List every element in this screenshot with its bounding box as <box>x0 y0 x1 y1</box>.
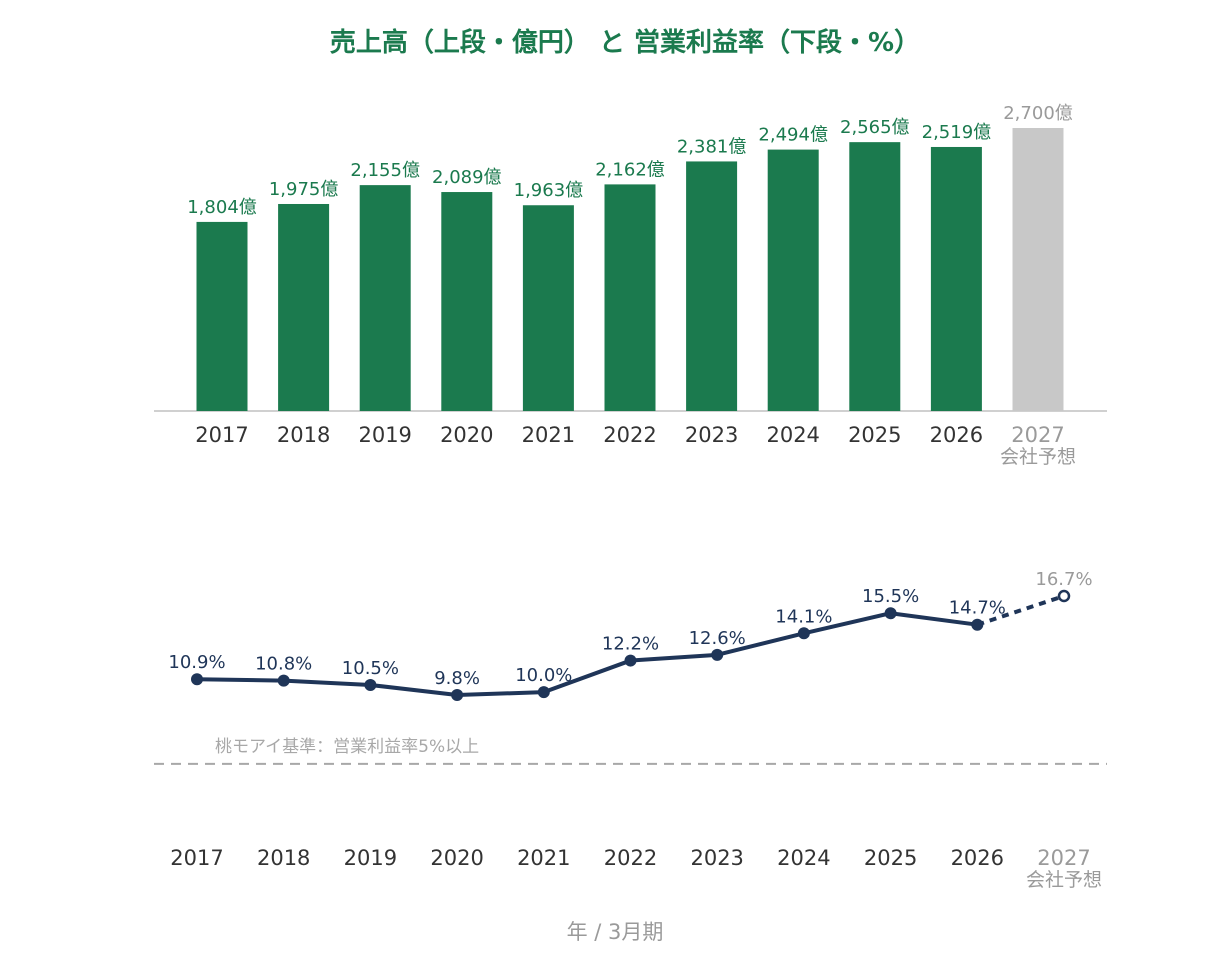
line-tick-2023: 2023 <box>690 846 743 870</box>
margin-point-2025 <box>884 607 897 620</box>
margin-label-2022: 12.2% <box>602 634 659 655</box>
chart-title: 売上高（上段・億円） と 営業利益率（下段・%） <box>330 27 920 58</box>
margin-label-2027: 16.7% <box>1035 569 1092 590</box>
margin-label-2025: 15.5% <box>862 586 919 607</box>
revenue-bar-2021 <box>522 205 574 411</box>
revenue-bar-2017 <box>196 221 248 411</box>
bar-tick-2022: 2022 <box>603 423 656 447</box>
line-tick-2027: 2027 <box>1037 846 1090 870</box>
revenue-label-2017: 1,804億 <box>187 197 257 218</box>
revenue-bar-2019 <box>359 185 411 411</box>
margin-label-2017: 10.9% <box>168 652 225 673</box>
margin-label-2023: 12.6% <box>689 628 746 649</box>
x-axis-title: 年 / 3月期 <box>567 920 664 944</box>
revenue-bar-2023 <box>686 161 738 411</box>
bar-tick-2020: 2020 <box>440 423 493 447</box>
margin-point-2024 <box>797 627 810 640</box>
bar-tick-2024: 2024 <box>766 423 819 447</box>
revenue-bar-2020 <box>441 192 493 411</box>
revenue-bar-2026 <box>930 146 982 411</box>
line-tick-2024: 2024 <box>777 846 830 870</box>
line-tick-2026: 2026 <box>951 846 1004 870</box>
margin-point-2018 <box>277 674 290 687</box>
margin-point-2021 <box>537 686 550 699</box>
bar-tick-2021: 2021 <box>522 423 575 447</box>
revenue-label-2023: 2,381億 <box>677 136 747 157</box>
bar-tick-2025: 2025 <box>848 423 901 447</box>
margin-label-2021: 10.0% <box>515 665 572 686</box>
margin-point-2023 <box>711 648 724 661</box>
margin-point-2019 <box>364 678 377 691</box>
line-tick-2022: 2022 <box>604 846 657 870</box>
bar-tick-2026: 2026 <box>930 423 983 447</box>
line-tick-2018: 2018 <box>257 846 310 870</box>
line-tick-2021: 2021 <box>517 846 570 870</box>
revenue-label-2018: 1,975億 <box>269 179 339 200</box>
revenue-label-2027: 2,700億 <box>1003 103 1073 124</box>
revenue-label-2019: 2,155億 <box>350 160 420 181</box>
margin-point-2026 <box>971 618 984 631</box>
bar-forecast-sublabel: 会社予想 <box>1000 446 1076 468</box>
revenue-bar-2025 <box>849 142 901 411</box>
line-tick-2020: 2020 <box>430 846 483 870</box>
line-forecast-sublabel: 会社予想 <box>1026 869 1102 891</box>
margin-point-2017 <box>191 673 203 686</box>
revenue-bar-panel: 1,804億 2017 1,975億 2018 2,155億 2019 2,089億 2020… <box>154 103 1107 468</box>
bar-tick-2017: 2017 <box>195 423 248 447</box>
margin-label-2026: 14.7% <box>949 598 1006 619</box>
revenue-bar-2022 <box>604 184 656 411</box>
margin-label-2024: 14.1% <box>775 606 832 627</box>
revenue-bar-2024 <box>767 149 819 411</box>
revenue-label-2020: 2,089億 <box>432 167 502 188</box>
margin-label-2019: 10.5% <box>342 658 399 679</box>
revenue-label-2026: 2,519億 <box>922 122 992 143</box>
margin-label-2020: 9.8% <box>434 668 480 689</box>
margin-point-2027 <box>1057 589 1071 603</box>
revenue-bar-2027 <box>1012 128 1064 411</box>
line-tick-2025: 2025 <box>864 846 917 870</box>
margin-point-2020 <box>451 689 464 701</box>
margin-series-line <box>196 611 978 697</box>
revenue-label-2022: 2,162億 <box>595 159 665 180</box>
revenue-label-2024: 2,494億 <box>758 125 828 146</box>
revenue-label-2021: 1,963億 <box>514 180 584 201</box>
bar-tick-2023: 2023 <box>685 423 738 447</box>
margin-label-2018: 10.8% <box>255 654 312 675</box>
bar-tick-2027: 2027 <box>1011 423 1064 447</box>
margin-forecast-line <box>976 594 1065 627</box>
revenue-bar-2018 <box>278 203 330 411</box>
line-tick-2017: 2017 <box>170 846 223 870</box>
revenue-label-2025: 2,565億 <box>840 117 910 138</box>
margin-point-2022 <box>624 654 637 667</box>
line-tick-2019: 2019 <box>344 846 397 870</box>
threshold-label: 桃モアイ基準：営業利益率5%以上 <box>215 737 479 757</box>
margin-line-panel: 桃モアイ基準：営業利益率5%以上 10.9% 2017 10.8% 2018 10.5%… <box>154 569 1107 891</box>
bar-tick-2018: 2018 <box>277 423 330 447</box>
bar-tick-2019: 2019 <box>358 423 411 447</box>
